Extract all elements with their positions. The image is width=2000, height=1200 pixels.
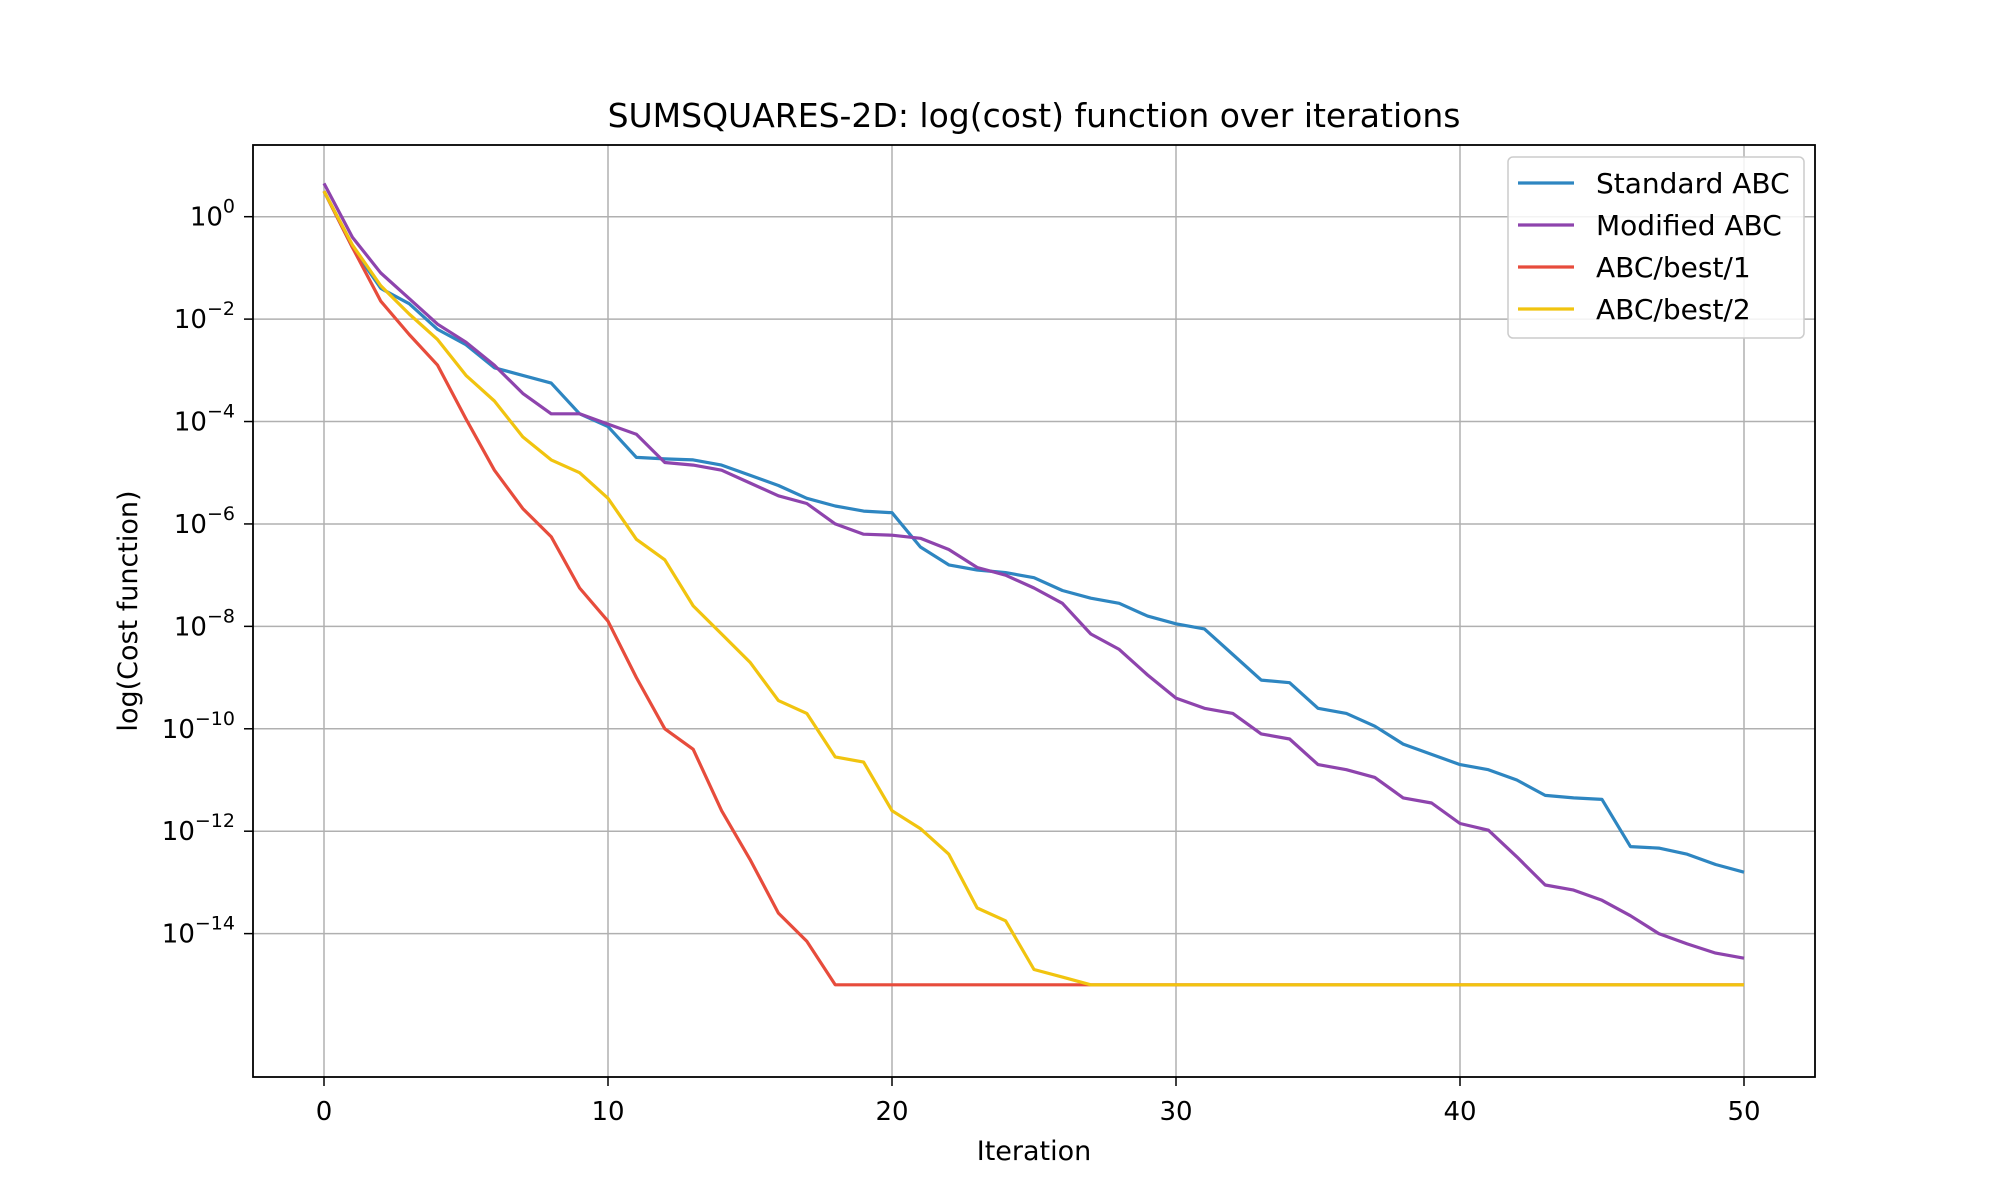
y-tick-exponent: −2 (207, 298, 235, 320)
y-tick-exponent: 0 (223, 196, 235, 218)
legend: Standard ABC Modified ABC ABC/best/1 ABC/be… (1507, 156, 1805, 339)
x-axis-label: Iteration (977, 1136, 1092, 1167)
y-tick-label: 10−10 (162, 708, 235, 745)
y-tick-base: 10 (162, 920, 195, 950)
axis-ticks: 0 10 20 30 40 5010010−210−410−610−810−1010−12… (162, 196, 1761, 1127)
y-tick-base: 10 (174, 510, 207, 540)
y-tick-exponent: −14 (195, 913, 235, 935)
x-tick-label: 10 (591, 1097, 624, 1127)
series-lines (322, 182, 1745, 987)
legend-label-1: Standard ABC (1596, 167, 1790, 200)
y-tick-base: 10 (162, 817, 195, 847)
x-tick-label: 40 (1443, 1097, 1476, 1127)
y-tick-exponent: −12 (195, 810, 235, 832)
series-line-4 (322, 190, 1744, 987)
y-tick-base: 10 (174, 612, 207, 642)
y-tick-label: 10−4 (174, 401, 235, 438)
x-tick-label: 20 (875, 1097, 908, 1127)
series-line-1 (322, 190, 1745, 874)
chart-title: SUMSQUARES-2D: log(cost) function over i… (608, 96, 1461, 135)
x-tick-label: 30 (1159, 1097, 1192, 1127)
y-tick-label: 10−8 (174, 605, 235, 642)
y-tick-base: 10 (174, 408, 207, 438)
y-tick-label: 10−12 (162, 810, 235, 847)
legend-label-3: ABC/best/1 (1596, 251, 1751, 284)
y-tick-label: 10−6 (174, 503, 235, 540)
legend-label-2: Modified ABC (1596, 209, 1782, 242)
y-tick-label: 10−2 (174, 298, 235, 335)
y-tick-base: 10 (190, 203, 223, 233)
y-tick-exponent: −4 (207, 401, 235, 423)
y-tick-label: 10−14 (162, 913, 235, 950)
grid (253, 145, 1815, 1077)
plot-area-frame (252, 144, 1816, 1078)
y-axis-label: log(Cost function) (113, 490, 144, 731)
x-tick-label: 0 (316, 1097, 333, 1127)
x-tick-label: 50 (1727, 1097, 1760, 1127)
y-tick-exponent: −10 (195, 708, 235, 730)
y-tick-exponent: −6 (207, 503, 235, 525)
y-tick-label: 100 (190, 196, 235, 233)
y-tick-base: 10 (162, 715, 195, 745)
legend-label-4: ABC/best/2 (1596, 293, 1751, 326)
y-tick-base: 10 (174, 305, 207, 335)
series-line-2 (322, 182, 1745, 960)
y-tick-exponent: −8 (207, 605, 235, 627)
legend-box (1507, 156, 1805, 339)
